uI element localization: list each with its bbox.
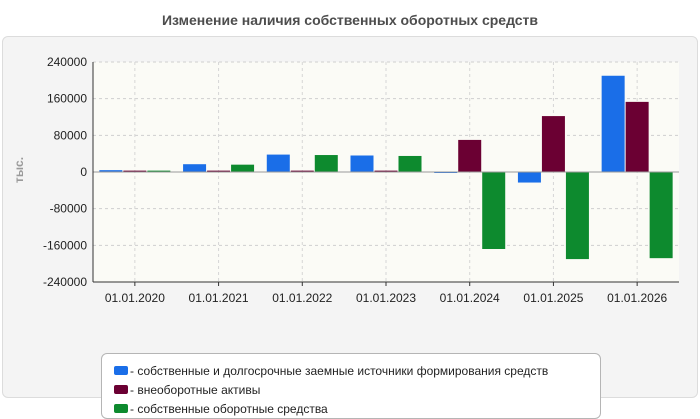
y-tick-label: 240000 [47,55,87,69]
bar [541,116,565,172]
legend-swatch [114,404,128,413]
legend-swatch [114,366,128,375]
x-tick-label: 01.01.2023 [356,291,416,305]
y-tick-label: -160000 [43,238,87,252]
chart-title: Изменение наличия собственных оборотных … [161,12,539,28]
bar [374,170,398,172]
legend-label: - собственные и долгосрочные заемные ист… [130,363,549,378]
bar [565,172,589,260]
legend-label: - собственные оборотные средства [130,401,328,416]
legend-label: - внеоборотные активы [130,382,261,397]
chart-panel: 240000 160000 80000 0 -80000 -160000 -240000 01… [2,36,698,419]
bar [99,170,123,172]
x-tick-label: 01.01.2025 [523,291,583,305]
bar [398,155,422,172]
bar [314,155,338,172]
bar [625,101,649,172]
legend-item: - собственные оборотные средства [102,399,600,418]
bar [123,170,147,172]
bar [649,172,673,259]
bar [482,172,506,249]
bar [207,170,231,172]
bar [183,164,207,172]
bar [601,75,625,172]
legend-item: - внеоборотные активы [102,380,600,399]
legend-item: - собственные и долгосрочные заемные ист… [102,361,600,380]
y-axis-label: тыс. [12,157,26,183]
bar [350,155,374,172]
x-tick-label: 01.01.2021 [189,291,249,305]
x-tick-label: 01.01.2022 [272,291,332,305]
x-tick-label: 01.01.2026 [607,291,667,305]
legend: - собственные и долгосрочные заемные ист… [101,353,601,419]
x-tick-label: 01.01.2024 [440,291,500,305]
plot-area: 240000 160000 80000 0 -80000 -160000 -240000 01… [12,55,679,305]
y-tick-label: -240000 [43,275,87,289]
y-tick-label: 160000 [47,92,87,106]
bar [266,154,290,172]
bar [458,139,482,172]
legend-swatch [114,385,128,394]
bar [231,164,255,172]
bar [147,170,171,172]
bar [290,170,314,172]
y-tick-label: 0 [80,165,87,179]
x-tick-label: 01.01.2020 [105,291,165,305]
y-tick-label: 80000 [54,128,88,142]
y-tick-label: -80000 [50,202,88,216]
bar [517,172,541,183]
